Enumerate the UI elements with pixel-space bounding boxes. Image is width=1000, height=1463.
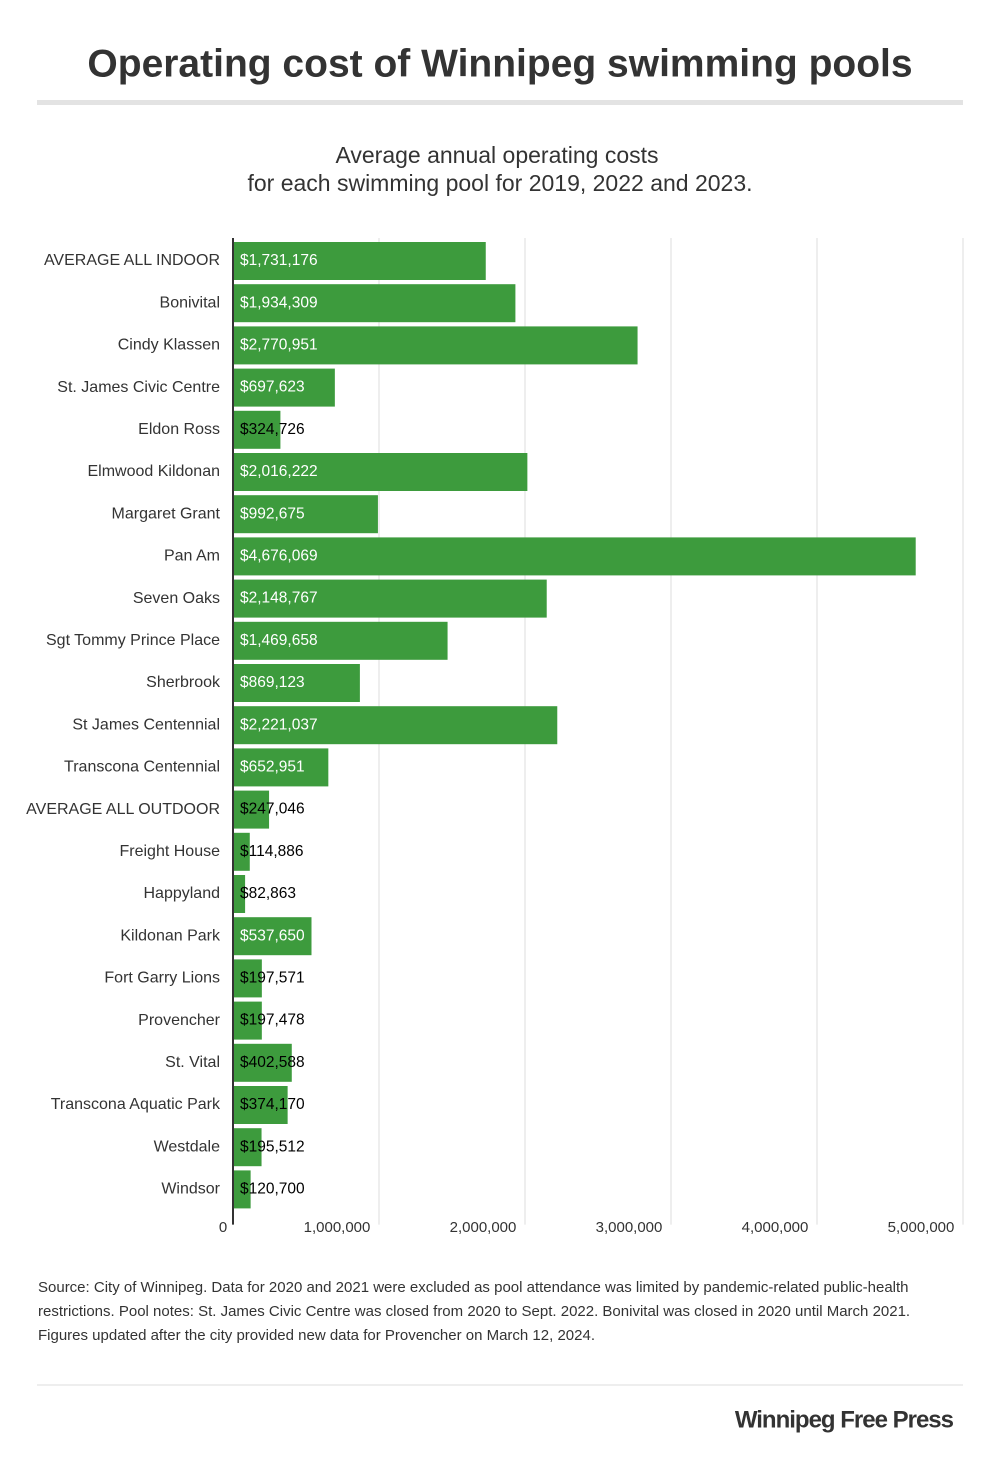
value-label: $120,700 <box>240 1180 305 1197</box>
y-tick-label: Pan Am <box>164 548 220 565</box>
bar <box>233 664 360 702</box>
value-label: $324,726 <box>240 421 305 438</box>
y-tick-label: Transcona Aquatic Park <box>51 1096 221 1113</box>
y-tick-label: Westdale <box>154 1138 221 1155</box>
x-tick-label: 1,000,000 <box>304 1219 371 1236</box>
value-label: $2,221,037 <box>240 716 318 733</box>
value-label: $2,016,222 <box>240 463 318 480</box>
bar <box>233 875 246 913</box>
y-tick-label: Sgt Tommy Prince Place <box>46 632 220 649</box>
bar <box>233 368 335 407</box>
value-label: $537,650 <box>240 927 305 944</box>
title-rule <box>37 100 963 105</box>
value-label: $374,170 <box>240 1096 305 1113</box>
bar <box>233 1128 262 1167</box>
value-label: $247,046 <box>240 801 305 818</box>
y-tick-label: Windsor <box>161 1181 220 1198</box>
value-label: $2,148,767 <box>240 590 318 607</box>
y-tick-label: AVERAGE ALL INDOOR <box>44 252 220 269</box>
value-label: $1,934,309 <box>240 294 318 311</box>
y-tick-label: Provencher <box>138 1012 220 1029</box>
value-label: $4,676,069 <box>240 547 318 564</box>
value-label: $992,675 <box>240 505 305 522</box>
bar <box>233 410 281 449</box>
bar <box>233 790 270 829</box>
y-tick-label: St. Vital <box>165 1054 220 1071</box>
y-tick-label: Eldon Ross <box>138 421 220 438</box>
value-label: $1,731,176 <box>240 252 318 269</box>
value-label: $195,512 <box>240 1138 305 1155</box>
y-tick-label: St James Centennial <box>72 716 220 733</box>
value-label: $197,478 <box>240 1012 305 1029</box>
bar <box>233 453 528 491</box>
y-tick-label: Happyland <box>144 885 221 902</box>
bar <box>233 579 547 618</box>
value-label: $652,951 <box>240 758 305 775</box>
bar <box>233 1170 251 1209</box>
y-tick-label: Transcona Centennial <box>64 759 220 776</box>
x-tick-label: 0 <box>219 1219 227 1236</box>
subtitle: for each swimming pool for 2019, 2022 an… <box>247 170 752 196</box>
y-tick-label: Sherbrook <box>146 674 221 691</box>
value-label: $114,886 <box>240 843 304 860</box>
x-tick-label: 3,000,000 <box>596 1219 663 1236</box>
bar <box>233 1001 262 1040</box>
y-tick-label: Margaret Grant <box>112 505 221 522</box>
y-tick-label: St. James Civic Centre <box>57 379 220 396</box>
value-label: $1,469,658 <box>240 632 318 649</box>
y-tick-label: Fort Garry Lions <box>104 970 220 987</box>
bar <box>233 917 312 956</box>
bar <box>233 495 378 534</box>
bar <box>233 748 329 787</box>
y-tick-label: Elmwood Kildonan <box>87 463 220 480</box>
chart-title: Operating cost of Winnipeg swimming pool… <box>87 42 912 85</box>
bar <box>233 621 448 660</box>
bar <box>233 242 486 280</box>
y-tick-label: Kildonan Park <box>120 927 221 944</box>
value-label: $697,623 <box>240 379 305 396</box>
y-tick-label: Cindy Klassen <box>118 337 220 354</box>
x-tick-label: 2,000,000 <box>450 1219 517 1236</box>
bar <box>233 537 916 576</box>
y-tick-label: Freight House <box>120 843 221 860</box>
y-tick-label: Seven Oaks <box>133 590 220 607</box>
value-label: $402,588 <box>240 1054 305 1071</box>
x-tick-label: 4,000,000 <box>742 1219 809 1236</box>
value-label: $2,770,951 <box>240 336 318 353</box>
bar <box>233 284 516 323</box>
value-label: $197,571 <box>240 969 305 986</box>
bar <box>233 959 262 998</box>
y-tick-label: AVERAGE ALL OUTDOOR <box>26 801 220 818</box>
source-note: Source: City of Winnipeg. Data for 2020 … <box>38 1279 911 1344</box>
value-label: $82,863 <box>240 885 296 902</box>
bar <box>233 326 638 365</box>
bar <box>233 1043 292 1082</box>
bar <box>233 1086 288 1124</box>
bar <box>233 706 558 745</box>
subtitle: Average annual operating costs <box>335 142 658 168</box>
y-tick-label: Bonivital <box>160 294 220 311</box>
brand: Winnipeg Free Press <box>735 1406 954 1433</box>
x-tick-label: 5,000,000 <box>888 1219 955 1236</box>
bar <box>233 832 250 871</box>
value-label: $869,123 <box>240 674 305 691</box>
